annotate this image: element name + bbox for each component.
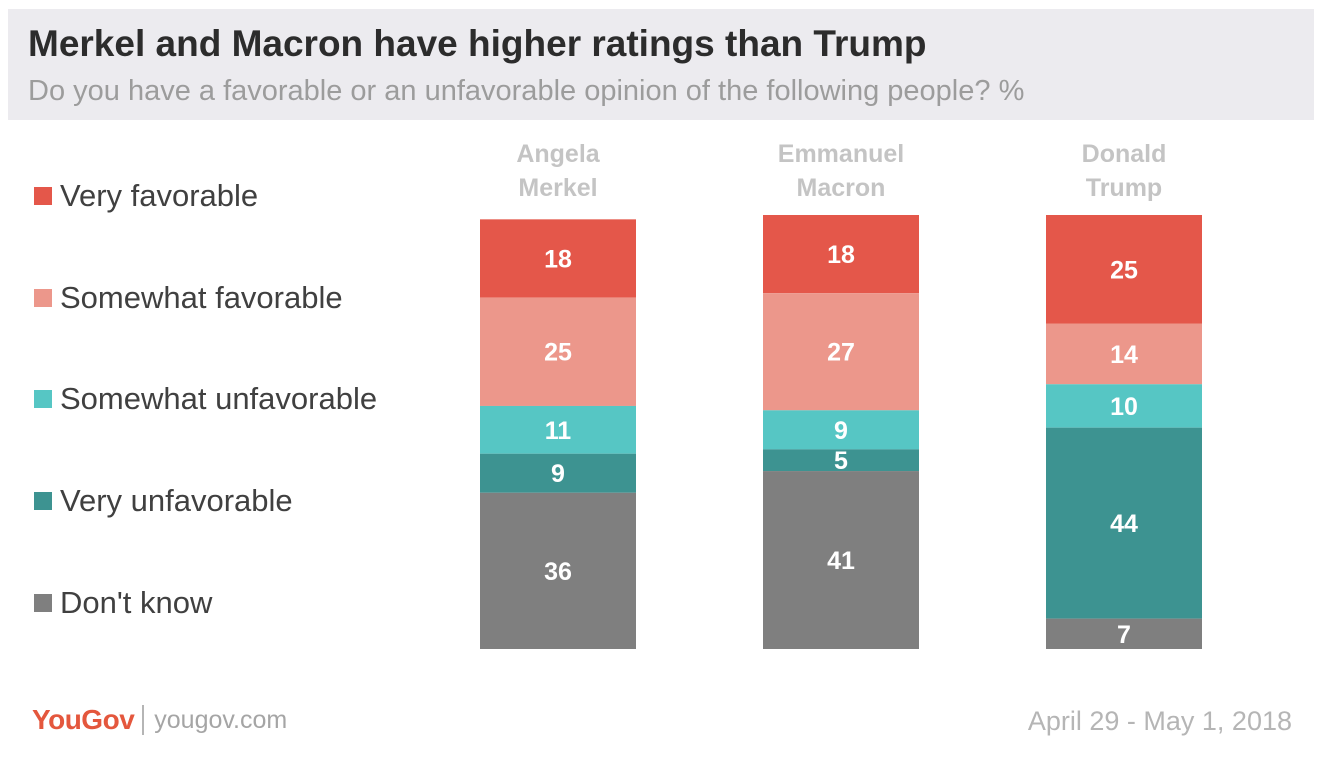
legend-label: Don't know xyxy=(60,585,213,620)
bar-segment-somewhat-unfavorable xyxy=(763,410,919,450)
data-label: 9 xyxy=(551,460,565,488)
survey-date: April 29 - May 1, 2018 xyxy=(1027,706,1292,736)
data-label: 25 xyxy=(1110,256,1138,284)
data-label: 9 xyxy=(834,417,848,445)
legend-label: Somewhat favorable xyxy=(60,280,343,315)
data-label: 41 xyxy=(827,547,855,575)
category-label: Donald xyxy=(1082,140,1167,168)
legend-swatch xyxy=(34,492,52,510)
data-label: 5 xyxy=(834,447,848,475)
header-panel: Merkel and Macron have higher ratings th… xyxy=(8,9,1314,120)
bar-segment-don-t-know xyxy=(480,492,636,649)
divider xyxy=(142,705,145,735)
legend-label: Very favorable xyxy=(60,178,259,213)
data-label: 27 xyxy=(827,339,855,367)
footer-branding: YouGov yougov.com xyxy=(32,704,287,736)
legend-label: Very unfavorable xyxy=(60,483,293,518)
legend-swatch xyxy=(34,289,52,307)
bar-segment-somewhat-favorable xyxy=(480,297,636,406)
bar-segment-somewhat-unfavorable xyxy=(480,405,636,454)
bar-segment-very-unfavorable xyxy=(763,449,919,472)
bar-segment-very-unfavorable xyxy=(1046,427,1202,619)
legend-item-somewhat-unfavorable: Somewhat unfavorable xyxy=(34,379,377,419)
data-label: 11 xyxy=(545,417,572,445)
bar-segment-don-t-know xyxy=(1046,618,1202,649)
bar-segment-don-t-know xyxy=(763,471,919,649)
source-url: yougov.com xyxy=(154,705,288,734)
legend-swatch xyxy=(34,187,52,205)
legend-label: Somewhat unfavorable xyxy=(60,381,378,416)
category-label: Macron xyxy=(797,174,886,202)
legend-item-dont-know: Don't know xyxy=(34,583,212,623)
category-label: Angela xyxy=(516,140,600,168)
data-label: 18 xyxy=(827,241,855,269)
data-label: 44 xyxy=(1110,510,1138,538)
data-label: 25 xyxy=(544,339,572,367)
bar-segment-somewhat-favorable xyxy=(1046,323,1202,385)
legend-item-somewhat-favorable: Somewhat favorable xyxy=(34,278,343,318)
legend-swatch xyxy=(34,390,52,408)
category-label: Emmanuel xyxy=(778,140,904,168)
chart-title: Merkel and Macron have higher ratings th… xyxy=(28,23,927,64)
legend-swatch xyxy=(34,594,52,612)
bar-segment-very-favorable xyxy=(763,215,919,294)
chart-subtitle: Do you have a favorable or an unfavorabl… xyxy=(28,75,1025,107)
legend-item-very-favorable: Very favorable xyxy=(34,176,258,216)
bar-segment-somewhat-unfavorable xyxy=(1046,384,1202,428)
data-label: 10 xyxy=(1110,393,1138,421)
data-label: 36 xyxy=(544,558,572,586)
legend-item-very-unfavorable: Very unfavorable xyxy=(34,481,293,521)
yougov-logo: YouGov xyxy=(32,704,135,735)
bar-segment-very-favorable xyxy=(480,219,636,298)
data-label: 18 xyxy=(544,245,572,273)
bar-segment-very-unfavorable xyxy=(480,453,636,493)
data-label: 7 xyxy=(1117,621,1131,649)
category-label: Merkel xyxy=(518,174,597,202)
category-label: Trump xyxy=(1086,174,1162,202)
data-label: 14 xyxy=(1110,341,1138,369)
bar-segment-very-favorable xyxy=(1046,215,1202,324)
bar-segment-somewhat-favorable xyxy=(763,293,919,411)
